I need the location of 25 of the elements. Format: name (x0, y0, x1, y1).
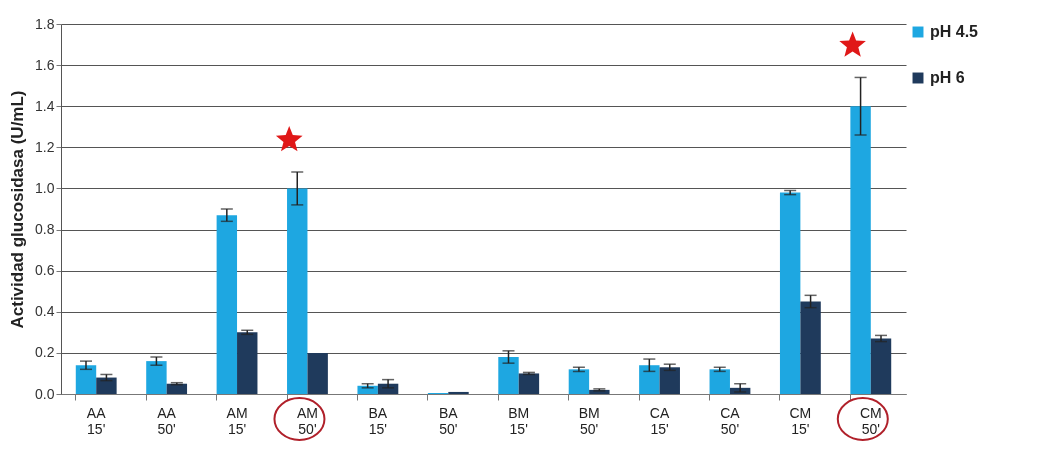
legend-label: pH 4.5 (930, 23, 979, 40)
x-tick-label: BM 50' (578, 404, 600, 437)
y-tick-label: 1.8 (35, 15, 55, 32)
y-axis-title: Actividad glucosidasa (U/mL) (8, 90, 28, 329)
y-tick-label: 0.2 (35, 344, 55, 361)
y-tick-label: 1.2 (35, 138, 55, 155)
x-tick-label: AM 50' (296, 404, 318, 437)
x-tick-label: AM 15' (226, 404, 248, 437)
x-tick-label: CA 15' (649, 404, 670, 437)
x-tick-label: BA 15' (368, 404, 388, 437)
y-tick-label: 0.4 (35, 303, 55, 320)
x-tick-label: CM 50' (859, 404, 882, 437)
x-tick-label: BA 50' (438, 404, 459, 437)
y-tick-label: 1.6 (35, 56, 55, 73)
y-tick-label: 0.6 (35, 262, 55, 279)
x-tick-label: CA 50' (720, 404, 741, 437)
x-tick-label: BM 15' (508, 404, 530, 437)
legend-label: pH 6 (930, 69, 965, 86)
y-tick-label: 0.8 (35, 221, 55, 238)
y-tick-label: 0.0 (35, 385, 55, 402)
x-tick-label: CM 15' (789, 404, 812, 437)
y-tick-label: 1.4 (35, 97, 55, 114)
x-tick-label: AA 15' (86, 404, 107, 437)
x-tick-label: AA 50' (157, 404, 177, 437)
y-tick-label: 1.0 (35, 179, 55, 196)
